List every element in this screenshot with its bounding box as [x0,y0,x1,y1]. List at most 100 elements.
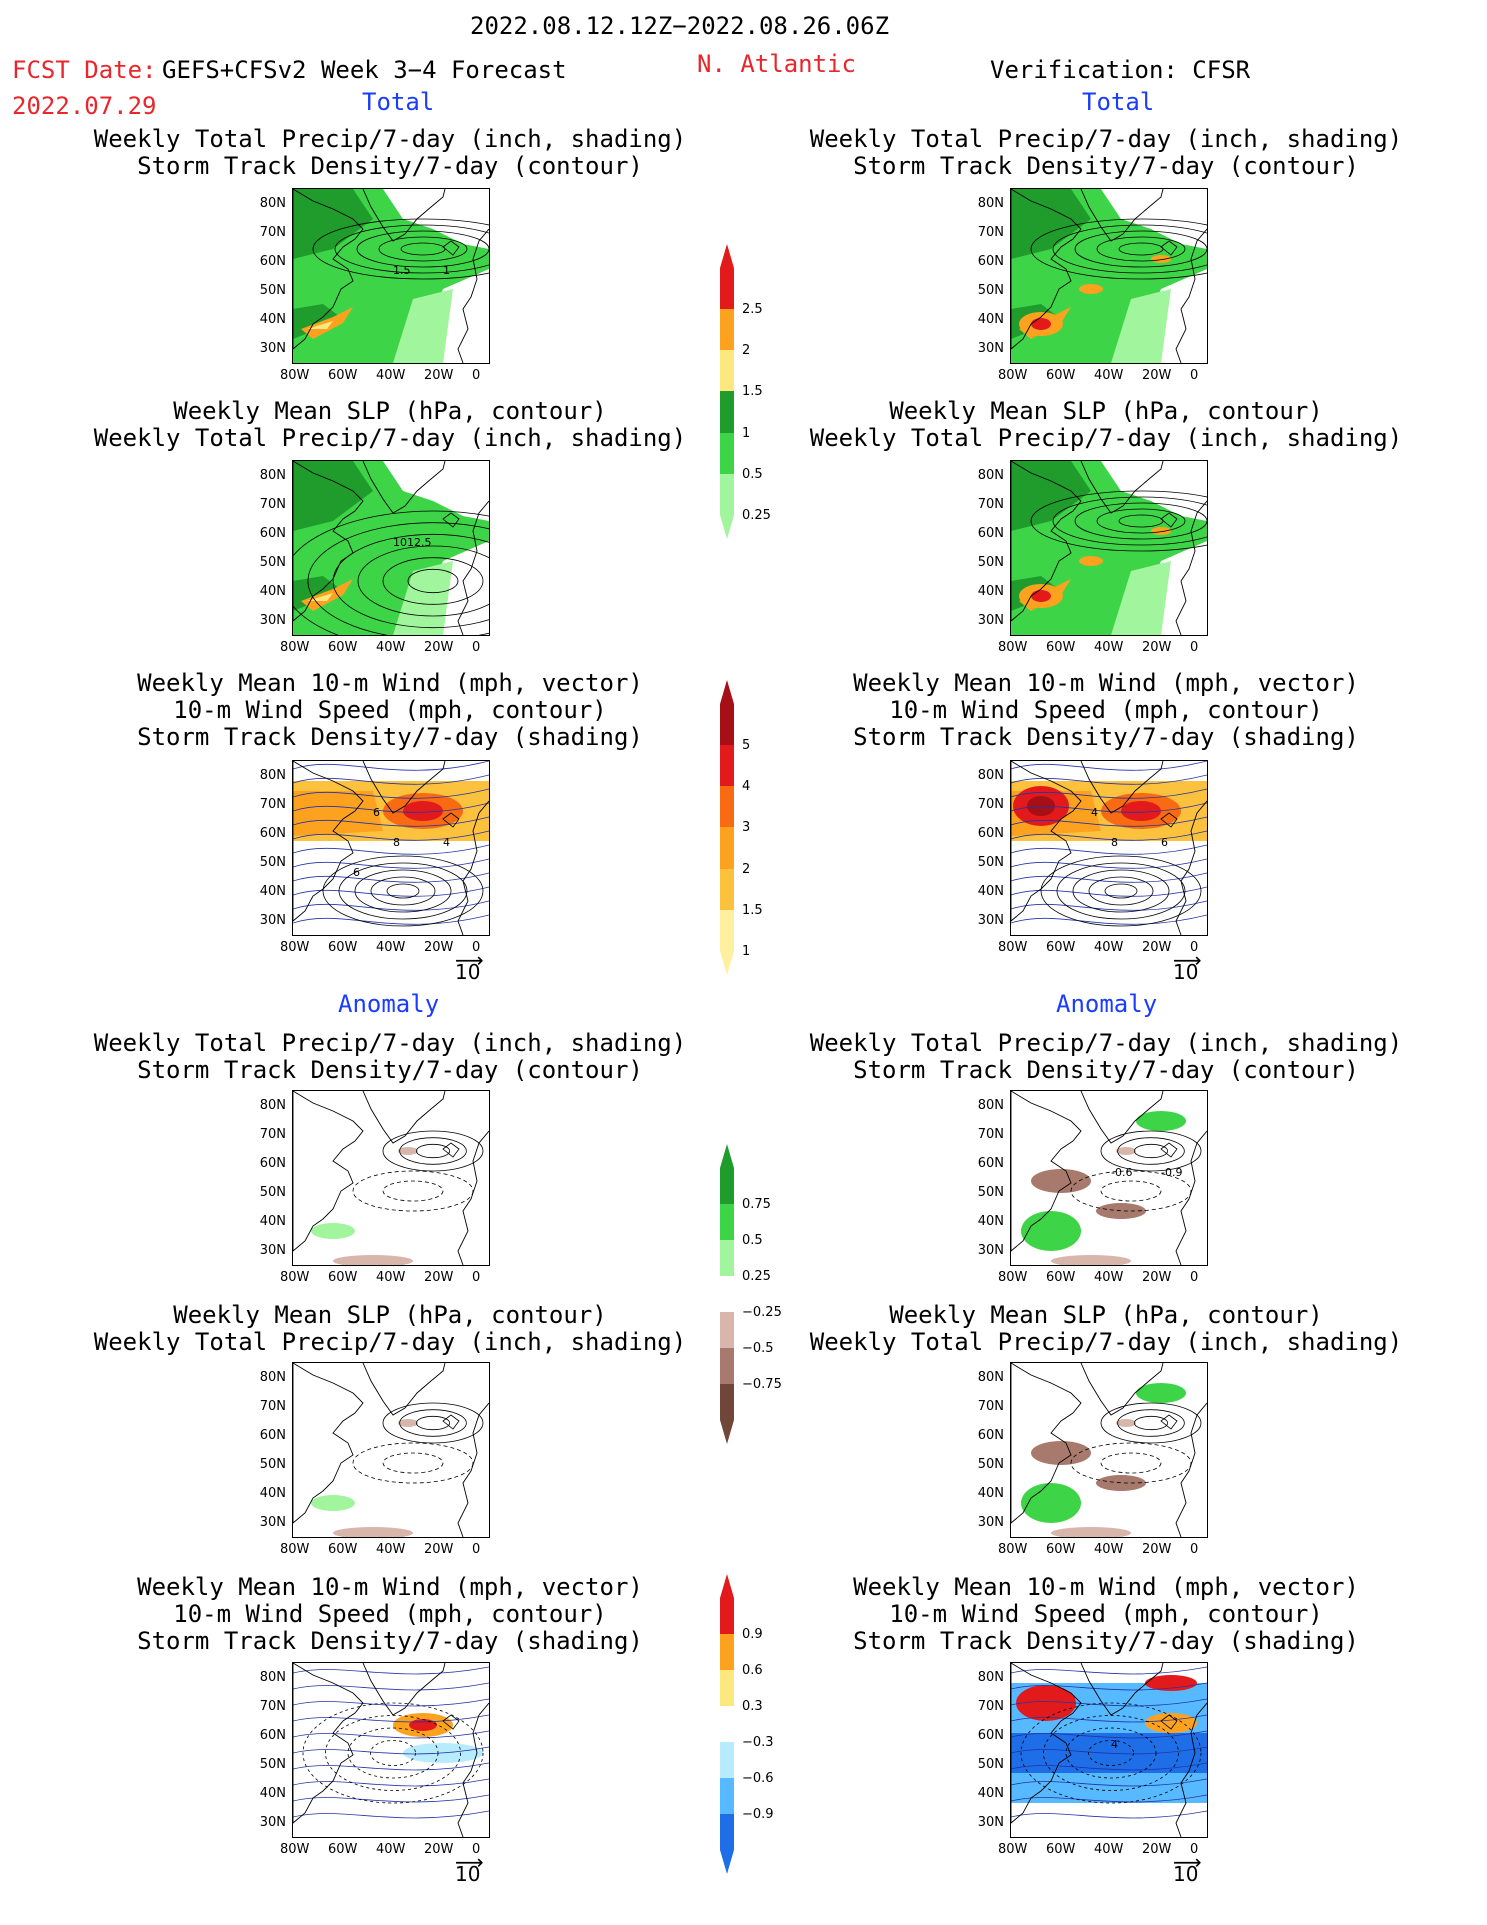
contour-lines [1030,218,1207,280]
lon-tick: 40W [376,940,406,955]
lon-tick: 40W [376,368,406,383]
map-canvas-l3: 8 4 6 6 [293,761,489,935]
colorbar-segment [720,1634,734,1670]
lat-tick: 60N [259,254,286,269]
panel-title-l1: Weekly Total Precip/7-day (inch, shading… [93,125,687,180]
lat-tick: 30N [259,341,286,356]
colorbar-segment [720,309,734,351]
lon-tick: 40W [1094,1270,1124,1285]
colorbar-label: −0.5 [742,1341,774,1356]
colorbar-segment [720,868,734,910]
panel-title-r5: Weekly Mean SLP (hPa, contour) Weekly To… [809,1301,1403,1356]
colorbar-label: −0.25 [742,1305,782,1320]
colorbar-segment [720,1204,734,1240]
lat-tick: 30N [977,1815,1004,1830]
coastline [293,1363,489,1537]
colorbar-arrow-top [720,244,734,268]
region-title: N. Atlantic [697,50,856,78]
lat-tick: 70N [977,1127,1004,1142]
map-panel-r6: 4 [1010,1662,1208,1838]
lon-tick: 80W [998,1542,1028,1557]
colorbar-segment [720,1240,734,1276]
map-panel-l5 [292,1362,490,1538]
lat-tick: 30N [259,613,286,628]
lon-tick: 40W [376,640,406,655]
colorbar-segment [720,432,734,474]
lon-tick: 0 [1190,1842,1199,1857]
lon-tick: 40W [376,1842,406,1857]
contour-lines [1040,855,1202,927]
map-canvas-l4 [293,1091,489,1265]
lon-tick: 20W [424,368,454,383]
panel-title-r3: Weekly Mean 10-m Wind (mph, vector) 10-m… [853,669,1359,751]
map-canvas-l6 [293,1663,489,1837]
contour-lines [382,1130,484,1172]
map-panel-r3: 8 6 4 [1010,760,1208,936]
lat-tick: 50N [259,1757,286,1772]
panel-title-l3: Weekly Mean 10-m Wind (mph, vector) 10-m… [137,669,643,751]
colorbar-label: 0.6 [742,1663,763,1678]
lon-tick: 0 [472,1842,481,1857]
lat-tick: 40N [259,312,286,327]
colorbar-segment [720,1312,734,1348]
colorbar-arrow-top [720,1574,734,1598]
lon-tick: 40W [376,1542,406,1557]
lat-tick: 80N [977,1670,1004,1685]
lon-tick: 60W [328,368,358,383]
lon-tick: 80W [998,940,1028,955]
lat-tick: 70N [259,1127,286,1142]
map-label: 6 [373,806,380,819]
lat-tick: 30N [977,613,1004,628]
map-label: -0.6 [1111,1166,1132,1179]
lat-tick: 70N [977,797,1004,812]
lat-tick: 60N [977,254,1004,269]
colorbar-segment [720,268,734,310]
map-label: 4 [1091,806,1098,819]
lat-tick: 70N [977,1399,1004,1414]
colorbar-label: 1 [742,425,751,441]
colorbar-arrow-bottom [720,950,734,975]
panel-title-l2: Weekly Mean SLP (hPa, contour) Weekly To… [93,397,687,452]
lat-tick: 60N [259,1428,286,1443]
lon-tick: 0 [472,640,481,655]
coastline [1011,461,1207,635]
lon-tick: 20W [1142,1542,1172,1557]
lon-tick: 20W [424,1270,454,1285]
lon-tick: 20W [1142,640,1172,655]
colorbar-segment [720,1778,734,1814]
colorbar-label: 5 [742,738,751,754]
lat-tick: 80N [977,1098,1004,1113]
lat-tick: 30N [259,913,286,928]
lon-tick: 60W [1046,940,1076,955]
lat-tick: 50N [977,283,1004,298]
lat-tick: 70N [259,797,286,812]
storm-total-colorbar: 5 4 3 2 1.5 1 [720,680,763,992]
flow-lines [1011,761,1207,925]
lat-tick: 80N [259,1370,286,1385]
map-canvas-r3: 8 6 4 [1011,761,1207,935]
map-label: 6 [353,866,360,879]
map-canvas-r4: -0.6 -0.9 [1011,1091,1207,1265]
lat-tick: 80N [259,1670,286,1685]
lat-tick: 80N [977,1370,1004,1385]
lon-tick: 60W [328,1842,358,1857]
lat-tick: 40N [977,312,1004,327]
coastline [1011,761,1207,935]
colorbar-segment [720,1814,734,1850]
lon-tick: 60W [1046,1270,1076,1285]
coastline [293,461,489,635]
colorbar-label: −0.6 [742,1771,774,1786]
precip-total-colorbar: 2.5 2 1.5 1 0.5 0.25 [720,244,771,556]
panel-title-l4: Weekly Total Precip/7-day (inch, shading… [93,1029,687,1084]
lat-tick: 50N [977,1457,1004,1472]
coastline [293,1663,489,1837]
lon-tick: 40W [1094,368,1124,383]
panel-title-r4: Weekly Total Precip/7-day (inch, shading… [809,1029,1403,1084]
colorbar-label: 1.5 [742,902,763,918]
map-label: 1012.5 [393,536,432,549]
lon-tick: 80W [998,1842,1028,1857]
lat-tick: 60N [259,1156,286,1171]
lat-tick: 30N [259,1243,286,1258]
contour-lines [352,1170,474,1212]
lon-tick: 0 [1190,640,1199,655]
